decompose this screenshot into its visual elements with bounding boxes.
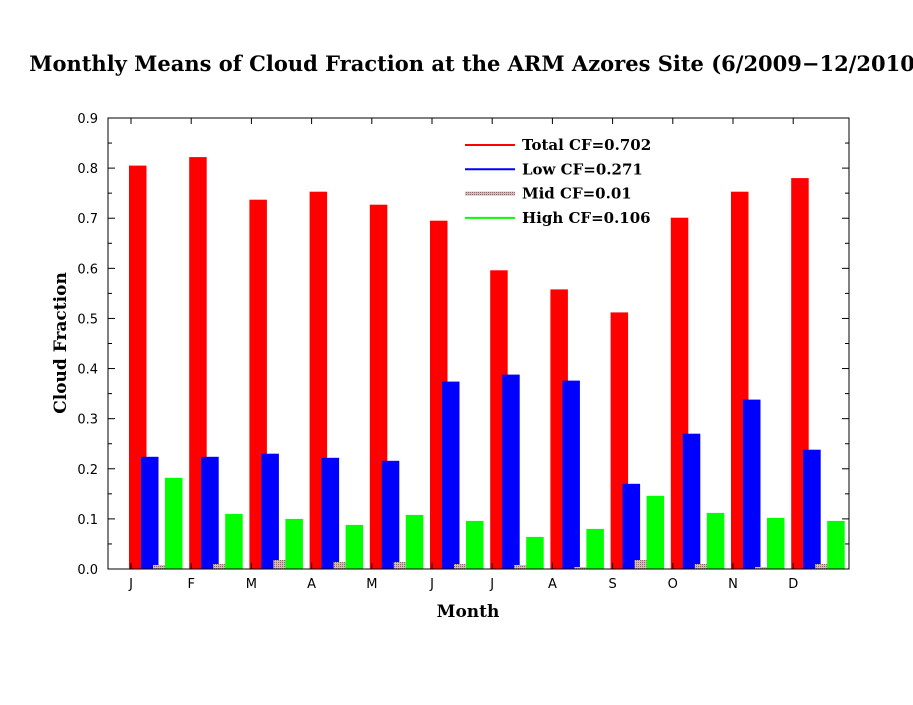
y-tick-label: 0.3 [77, 413, 98, 428]
bar-2-2 [201, 456, 219, 569]
x-tick-label: A [548, 577, 557, 592]
bar-3-2 [213, 564, 231, 569]
bar-2-7 [502, 374, 520, 569]
y-tick-label: 0.8 [77, 162, 98, 177]
bar-3-4 [333, 562, 352, 569]
legend-label-4: High CF=0.106 [522, 209, 651, 227]
bar-4-2 [225, 513, 243, 569]
bar-4-5 [405, 514, 424, 569]
x-tick-label: M [366, 577, 377, 592]
bar-3-5 [393, 562, 412, 569]
x-tick-label: F [187, 577, 194, 592]
bar-2-4 [321, 457, 340, 569]
x-tick-label: J [429, 577, 434, 592]
bar-2-5 [381, 460, 400, 569]
bar-3-12 [815, 564, 833, 569]
bar-3-6 [454, 564, 472, 569]
legend-label-3: Mid CF=0.01 [522, 185, 632, 203]
bar-2-12 [803, 449, 821, 569]
bar-3-1 [153, 565, 171, 569]
bar-3-3 [273, 560, 291, 569]
bar-4-8 [586, 528, 604, 569]
x-tick-label: N [728, 577, 738, 592]
bar-2-10 [682, 433, 701, 569]
bar-4-12 [827, 520, 845, 569]
y-axis-title: Cloud Fraction [51, 272, 71, 414]
bar-4-10 [706, 512, 725, 569]
ticks-group: 0.0 0.1 0.2 0.3 0.4 0.5 0.6 0.7 0.8 0.9 J F M A M J J A S O… [77, 112, 849, 592]
y-tick-label: 0.4 [77, 363, 98, 378]
y-tick-label: 0.0 [77, 563, 98, 578]
legend: Total CF=0.702 Low CF=0.271 Mid CF=0.01 Hig… [465, 136, 651, 227]
bar-4-6 [466, 520, 484, 569]
bar-2-11 [743, 399, 761, 569]
y-tick-label: 0.1 [77, 513, 98, 528]
bar-2-9 [622, 483, 641, 569]
x-tick-label: J [489, 577, 494, 592]
x-tick-label: M [246, 577, 257, 592]
bar-3-9 [634, 560, 653, 569]
bar-3-8 [574, 567, 592, 569]
y-tick-label: 0.6 [77, 262, 98, 277]
y-tick-label: 0.2 [77, 463, 98, 478]
bar-4-7 [526, 536, 544, 569]
y-tick-label: 0.9 [77, 112, 98, 127]
x-tick-label: A [307, 577, 316, 592]
bar-3-11 [755, 567, 773, 569]
legend-swatch-3 [465, 191, 515, 196]
bar-2-6 [442, 381, 460, 569]
bar-4-1 [165, 477, 183, 569]
chart-title: Monthly Means of Cloud Fraction at the A… [29, 51, 913, 76]
y-tick-label: 0.5 [77, 312, 98, 327]
x-tick-label: J [128, 577, 133, 592]
bar-2-8 [562, 380, 580, 569]
plot-frame [107, 117, 850, 570]
bar-4-9 [646, 495, 665, 569]
x-tick-label: O [668, 577, 678, 592]
bar-4-4 [345, 524, 364, 569]
legend-label-2: Low CF=0.271 [522, 160, 643, 178]
bar-4-3 [285, 518, 303, 569]
bars-group [129, 157, 845, 569]
legend-label-1: Total CF=0.702 [522, 136, 651, 154]
bar-3-10 [694, 564, 713, 569]
bar-2-3 [261, 453, 279, 569]
x-axis-title: Month [437, 602, 500, 622]
bar-4-11 [767, 517, 785, 569]
y-tick-label: 0.7 [77, 212, 98, 227]
bar-3-7 [514, 565, 532, 569]
x-tick-label: S [608, 577, 616, 592]
x-tick-label: D [788, 577, 798, 592]
bar-2-1 [141, 456, 159, 569]
